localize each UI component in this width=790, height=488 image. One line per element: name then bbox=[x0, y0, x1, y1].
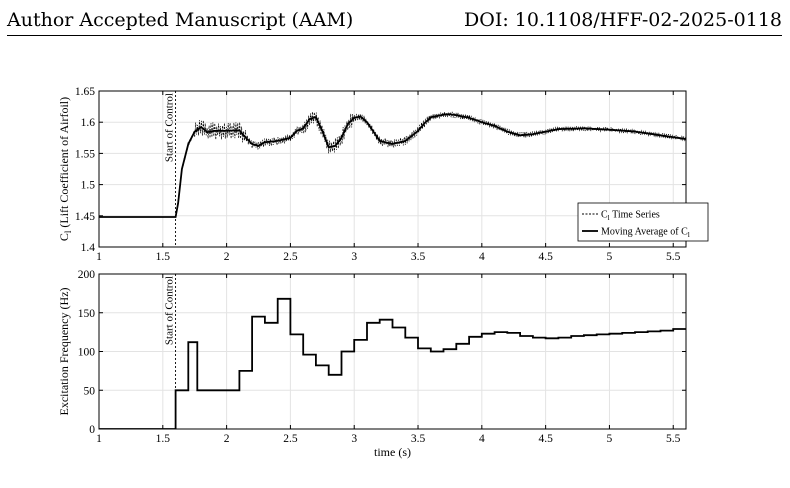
chart-bottom: Start of Control 1 1.5 2 2.5 3 3.5 4 4.5 5 5.5 0 50 1… bbox=[57, 269, 687, 459]
y-tick-label: 50 bbox=[84, 385, 96, 397]
series-cl-time-series bbox=[99, 111, 686, 218]
x-tick-label: 1.5 bbox=[156, 433, 171, 445]
x-tick-label: 4 bbox=[479, 433, 485, 445]
x-tick-label: 2 bbox=[224, 251, 230, 263]
y-tick-label: 1.45 bbox=[75, 211, 95, 223]
y-axis-label: Cl (Lift Coefficient of Airfoil) bbox=[57, 97, 73, 241]
series-moving-average bbox=[99, 113, 686, 218]
header-left: Author Accepted Manuscript (AAM) bbox=[7, 9, 354, 31]
x-tick-label: 5 bbox=[607, 251, 613, 263]
y-tick-label: 100 bbox=[78, 347, 96, 359]
x-tick-label: 3 bbox=[351, 251, 357, 263]
x-axis-label: time (s) bbox=[374, 445, 411, 459]
x-tick-label: 1 bbox=[96, 251, 102, 263]
y-tick-label: 200 bbox=[78, 269, 96, 281]
y-tick-label: 1.4 bbox=[81, 242, 96, 254]
plot-area bbox=[99, 297, 686, 429]
x-tick-label: 3.5 bbox=[411, 251, 426, 263]
y-axis-label: Excitation Frequency (Hz) bbox=[57, 288, 71, 416]
plot-area bbox=[99, 111, 686, 218]
x-tick-label: 2 bbox=[224, 433, 230, 445]
x-tick-label: 1.5 bbox=[156, 251, 171, 263]
x-tick-label: 1 bbox=[96, 433, 102, 445]
y-tick-label: 1.65 bbox=[75, 86, 95, 98]
series-excitation-frequency bbox=[99, 297, 686, 429]
header-right: DOI: 10.1108/HFF-02-2025-0118 bbox=[464, 9, 782, 31]
chart-top: Start of Control 1 1.5 2 2.5 3 3.5 4 4.5 5 5.5 1.4 1… bbox=[57, 86, 709, 263]
legend-entry: Cl Time Series bbox=[601, 210, 660, 223]
legend-box bbox=[577, 202, 709, 242]
legend-entry: Moving Average of Cl bbox=[601, 227, 690, 240]
x-tick-label: 2.5 bbox=[283, 433, 298, 445]
x-tick-label: 5.5 bbox=[666, 251, 681, 263]
x-tick-label: 4 bbox=[479, 251, 485, 263]
x-tick-label: 5 bbox=[607, 433, 613, 445]
x-tick-label: 2.5 bbox=[283, 251, 298, 263]
x-tick-label: 5.5 bbox=[666, 433, 681, 445]
y-tick-label: 1.55 bbox=[75, 148, 95, 160]
y-tick-label: 150 bbox=[78, 308, 96, 320]
x-tick-label: 4.5 bbox=[538, 433, 553, 445]
y-tick-label: 1.5 bbox=[81, 180, 96, 192]
y-tick-label: 1.6 bbox=[81, 117, 96, 129]
y-tick-label: 0 bbox=[89, 424, 95, 436]
x-tick-label: 3 bbox=[351, 433, 357, 445]
header-rule bbox=[7, 35, 782, 36]
start-of-control-label: Start of Control bbox=[164, 276, 176, 345]
x-tick-label: 4.5 bbox=[538, 251, 553, 263]
axes-box bbox=[98, 90, 687, 248]
x-tick-label: 3.5 bbox=[411, 433, 426, 445]
start-of-control-label: Start of Control bbox=[164, 93, 176, 162]
